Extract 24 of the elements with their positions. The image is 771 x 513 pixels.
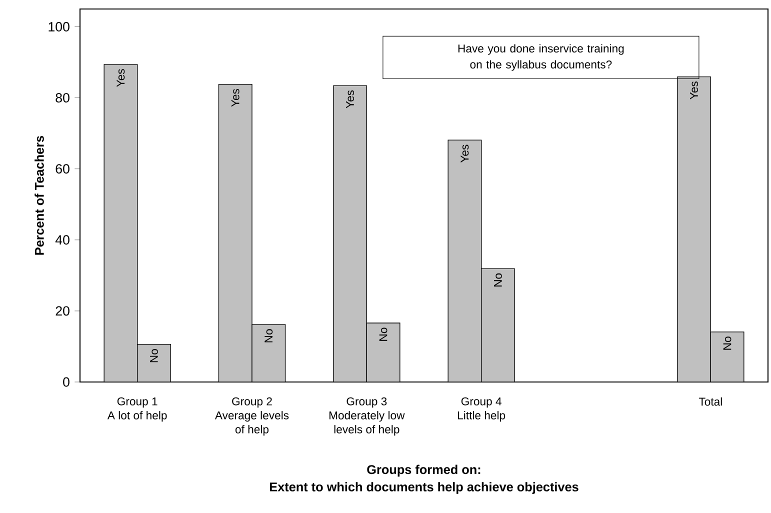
y-tick-label: 0 xyxy=(63,377,70,387)
y-tick-label: 20 xyxy=(56,306,70,316)
text: No xyxy=(264,329,273,342)
text: No xyxy=(150,349,158,362)
y-tick-label: 60 xyxy=(56,164,70,174)
x-tick-label: Group 4 Little help xyxy=(458,397,506,422)
series-label: Yes xyxy=(116,69,125,87)
text: No xyxy=(379,328,388,341)
text: Yes xyxy=(346,90,354,108)
text: Yes xyxy=(690,82,698,100)
y-tick-label: 40 xyxy=(55,235,70,245)
annotation: Have you done inservice training on the syllabus documents? xyxy=(458,44,624,71)
series-label: No xyxy=(494,273,502,286)
x-axis-title: Groups formed on: Extent to which documents help achieve objectives xyxy=(270,464,578,494)
x-tick-label: Total xyxy=(698,397,722,406)
x-tick-label: Group 3 Moderately low levels of help xyxy=(329,397,405,436)
text: No xyxy=(723,336,732,350)
y-axis-title: Percent of Teachers xyxy=(34,136,44,255)
x-tick-label: Group 1 A lot of help xyxy=(107,397,167,422)
y-tick-label: 100 xyxy=(48,22,70,32)
text: Yes xyxy=(460,144,469,163)
y-tick-label: 80 xyxy=(56,93,70,103)
x-tick-label: Group 2 Average levels of help xyxy=(214,397,289,436)
text: Yes xyxy=(231,88,240,107)
